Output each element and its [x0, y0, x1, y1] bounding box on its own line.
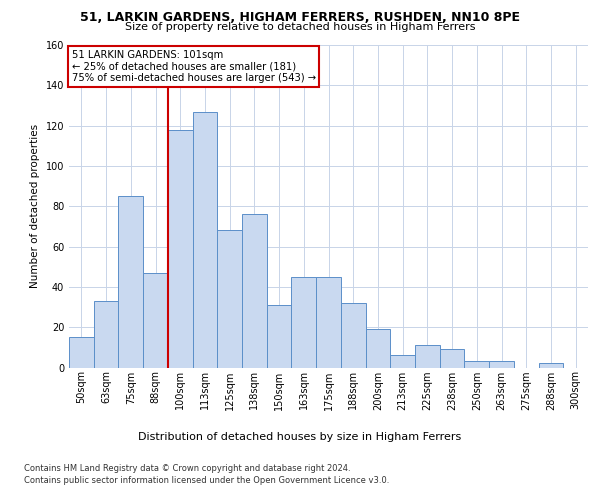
Bar	[539, 364, 563, 368]
Bar	[341, 303, 365, 368]
Bar	[217, 230, 242, 368]
Bar	[415, 346, 440, 368]
Text: 51, LARKIN GARDENS, HIGHAM FERRERS, RUSHDEN, NN10 8PE: 51, LARKIN GARDENS, HIGHAM FERRERS, RUSH…	[80, 11, 520, 24]
Bar	[316, 277, 341, 368]
Text: Contains HM Land Registry data © Crown copyright and database right 2024.: Contains HM Land Registry data © Crown c…	[24, 464, 350, 473]
Text: 51 LARKIN GARDENS: 101sqm
← 25% of detached houses are smaller (181)
75% of semi: 51 LARKIN GARDENS: 101sqm ← 25% of detac…	[71, 50, 316, 83]
Bar	[464, 362, 489, 368]
Bar	[193, 112, 217, 368]
Bar	[292, 277, 316, 368]
Bar	[267, 305, 292, 368]
Bar	[118, 196, 143, 368]
Bar	[390, 356, 415, 368]
Text: Distribution of detached houses by size in Higham Ferrers: Distribution of detached houses by size …	[139, 432, 461, 442]
Bar	[440, 350, 464, 368]
Bar	[94, 301, 118, 368]
Bar	[365, 329, 390, 368]
Text: Size of property relative to detached houses in Higham Ferrers: Size of property relative to detached ho…	[125, 22, 475, 32]
Text: Contains public sector information licensed under the Open Government Licence v3: Contains public sector information licen…	[24, 476, 389, 485]
Bar	[69, 338, 94, 368]
Bar	[143, 273, 168, 368]
Bar	[242, 214, 267, 368]
Y-axis label: Number of detached properties: Number of detached properties	[30, 124, 40, 288]
Bar	[489, 362, 514, 368]
Bar	[168, 130, 193, 368]
